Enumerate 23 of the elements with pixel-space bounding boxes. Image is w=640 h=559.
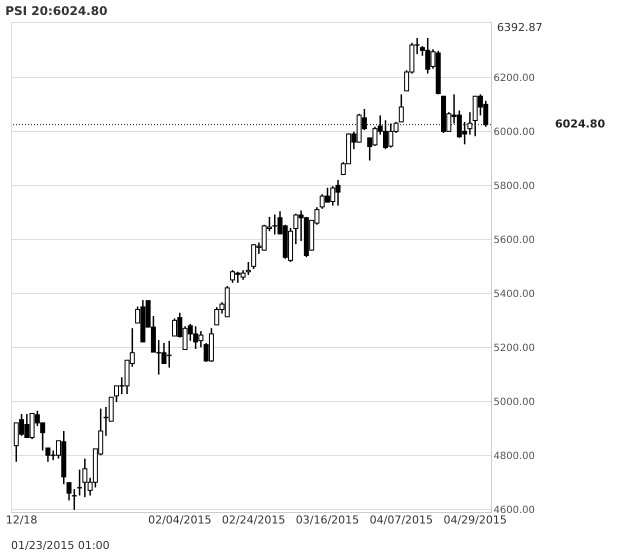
candlestick — [66, 482, 72, 502]
x-tick-label: 12/18 — [6, 514, 38, 526]
text: 01/23/2015 01:00 — [11, 539, 110, 552]
candlestick — [246, 261, 251, 276]
x-tick-label: 04/29/2015 — [443, 514, 507, 526]
chart-title: PSI 20:6024.80 — [5, 4, 108, 18]
y-tick-label: 5000.00 — [494, 396, 535, 408]
x-tick-label: 03/16/2015 — [296, 514, 360, 526]
x-tick-label: 02/04/2015 — [148, 514, 212, 526]
y-tick-label: 5200.00 — [494, 342, 535, 354]
y-tick-label: 4600.00 — [494, 504, 535, 516]
candlestick — [467, 111, 472, 136]
y-tick-label: 6200.00 — [494, 72, 535, 84]
x-tick-label: 02/24/2015 — [222, 514, 286, 526]
candlestick — [398, 94, 404, 123]
y-tick-label: 5800.00 — [494, 180, 535, 192]
x-tick-label: 04/07/2015 — [370, 514, 434, 526]
y-tick-label: 5600.00 — [494, 234, 535, 246]
y-tick-label: 4800.00 — [494, 450, 535, 462]
text: 6392.87 — [497, 21, 542, 34]
y-tick-label: 6000.00 — [494, 126, 535, 138]
y-tick-label: 5400.00 — [494, 288, 535, 300]
ref-line-label: 6024.80 — [555, 118, 606, 131]
